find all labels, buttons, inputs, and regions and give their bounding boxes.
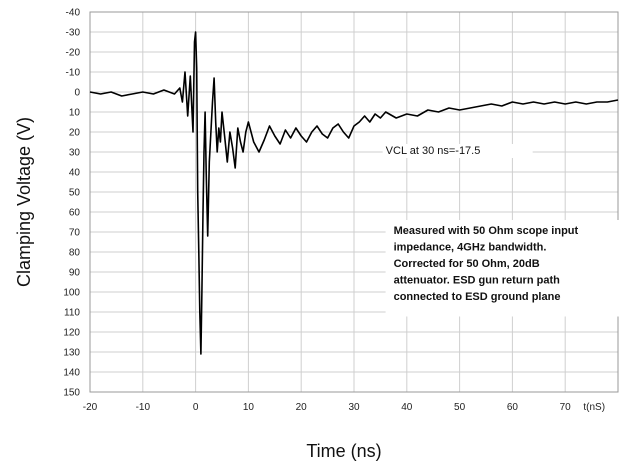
x-tick-label: 40 [401, 402, 413, 413]
y-tick-label: 60 [69, 208, 81, 219]
x-tick-label: 30 [348, 402, 360, 413]
y-tick-label: -40 [66, 8, 81, 19]
x-tick-label: 20 [296, 402, 308, 413]
note-box-line: impedance, 4GHz bandwidth. [394, 242, 547, 254]
y-tick-label: -20 [66, 48, 81, 59]
x-tick-label: 10 [243, 402, 255, 413]
y-tick-label: 10 [69, 108, 81, 119]
annotation-background [382, 144, 533, 158]
x-tick-labels: -20 -10 0 10 20 30 40 50 60 70 [83, 402, 571, 413]
note-box-line: connected to ESD ground plane [394, 291, 561, 303]
y-tick-label: 90 [69, 268, 81, 279]
note-box-background [385, 220, 623, 317]
y-tick-label: 30 [69, 148, 81, 159]
x-tick-label: 0 [193, 402, 199, 413]
y-tick-label: 50 [69, 188, 81, 199]
note-box-line: Measured with 50 Ohm scope input [394, 225, 579, 237]
x-tick-label: 50 [454, 402, 466, 413]
x-tick-label: 60 [507, 402, 519, 413]
y-tick-label: -30 [66, 28, 81, 39]
x-tick-label: -10 [136, 402, 151, 413]
y-tick-label: 70 [69, 228, 81, 239]
y-tick-label: 120 [63, 328, 80, 339]
y-tick-label: 40 [69, 168, 81, 179]
x-tick-label: 70 [560, 402, 572, 413]
x-axis-title: Time (ns) [306, 441, 381, 461]
note-box-line: attenuator. ESD gun return path [394, 275, 561, 287]
series-layer [89, 31, 619, 355]
y-axis-title: Clamping Voltage (V) [14, 117, 34, 287]
y-tick-label: 100 [63, 288, 80, 299]
y-tick-label: 0 [74, 88, 80, 99]
y-tick-label: 80 [69, 248, 81, 259]
y-tick-labels: -40 -30 -20 -10 0 10 20 30 40 50 60 70 80 90 100 110 120… [63, 8, 80, 399]
y-tick-label: 150 [63, 388, 80, 399]
x-tick-label: -20 [83, 402, 98, 413]
y-tick-label: 140 [63, 368, 80, 379]
annotation-layer: VCL at 30 ns=-17.5 [382, 144, 533, 158]
note-box-line: Corrected for 50 Ohm, 20dB [394, 258, 540, 270]
voltage-trace [89, 31, 619, 355]
x-unit-label: t(nS) [583, 402, 605, 413]
plot-frame [89, 11, 619, 393]
note-box: Measured with 50 Ohm scope input impedanc… [385, 220, 623, 317]
y-tick-label: -10 [66, 68, 81, 79]
y-tick-label: 130 [63, 348, 80, 359]
y-tick-label: 20 [69, 128, 81, 139]
y-tick-label: 110 [64, 308, 80, 319]
vcl-annotation: VCL at 30 ns=-17.5 [386, 145, 481, 157]
